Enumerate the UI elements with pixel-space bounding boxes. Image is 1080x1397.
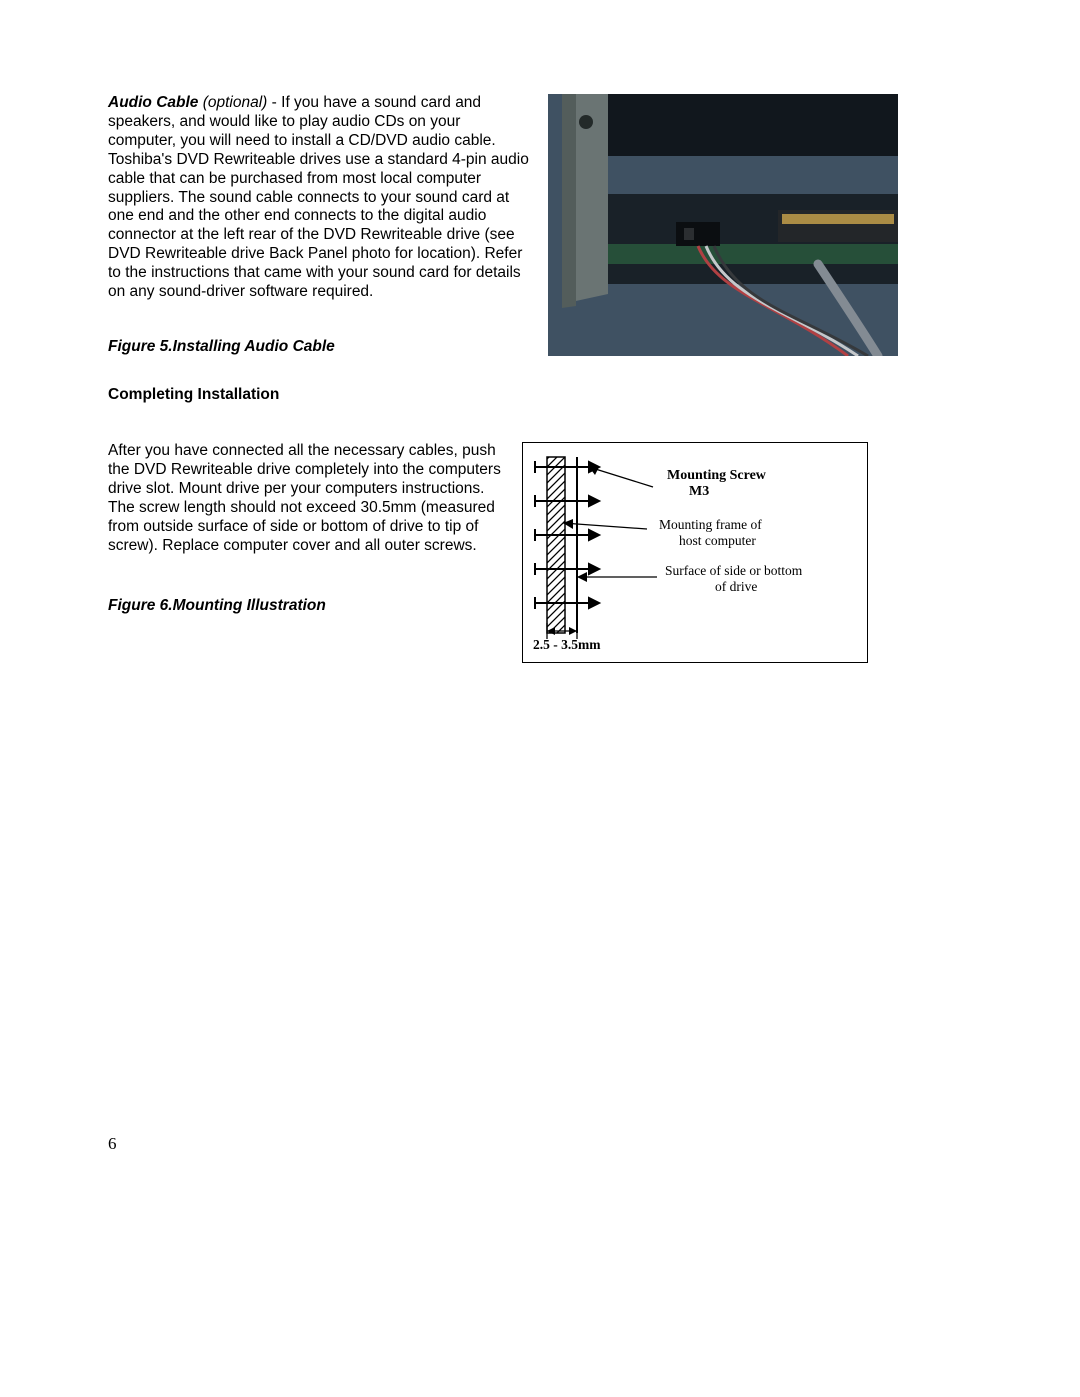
diagram-label-surface-2: of drive	[715, 579, 757, 594]
figure-6-caption: Figure 6.Mounting Illustration	[108, 597, 506, 615]
diagram-label-frame-1: Mounting frame of	[659, 517, 762, 532]
figure-5-caption: Figure 5.Installing Audio Cable	[108, 338, 532, 356]
page-number: 6	[108, 1134, 117, 1154]
completing-paragraph: After you have connected all the necessa…	[108, 442, 506, 555]
completing-installation-heading: Completing Installation	[108, 386, 972, 404]
lead-qualifier: (optional)	[198, 94, 267, 111]
audio-cable-paragraph: Audio Cable (optional) - If you have a s…	[108, 94, 532, 302]
diagram-label-screw-1: Mounting Screw	[667, 468, 767, 483]
paragraph-body: - If you have a sound card and speakers,…	[108, 94, 529, 300]
figure-6-diagram: Mounting Screw M3 Mounting frame of host…	[522, 442, 868, 663]
diagram-label-frame-2: host computer	[679, 533, 756, 548]
diagram-dimension: 2.5 - 3.5mm	[533, 637, 601, 651]
completing-text-column: After you have connected all the necessa…	[108, 442, 506, 663]
diagram-label-surface-1: Surface of side or bottom	[665, 563, 803, 578]
lead-term: Audio Cable	[108, 94, 198, 111]
diagram-label-screw-2: M3	[689, 484, 709, 499]
figure-5-photo	[548, 94, 898, 356]
audio-cable-text-column: Audio Cable (optional) - If you have a s…	[108, 94, 532, 356]
